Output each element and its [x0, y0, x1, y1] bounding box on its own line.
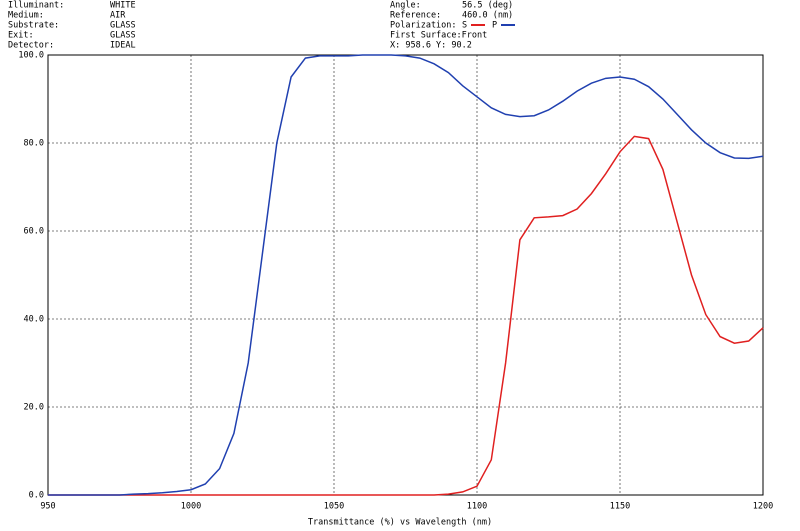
y-tick-label: 20.0: [24, 403, 44, 413]
x-tick-label: 1100: [467, 502, 487, 512]
x-tick-label: 1200: [753, 502, 773, 512]
first-surface: First Surface:Front: [390, 31, 487, 41]
polarization-label: Polarization:: [390, 21, 457, 31]
series-line: [48, 135, 764, 496]
y-tick-label: 60.0: [24, 227, 44, 237]
x-axis-label: Transmittance (%) vs Wavelength (nm): [308, 518, 492, 528]
info-value: 460.0 (nm): [462, 11, 513, 21]
info-value: 56.5 (deg): [462, 1, 513, 11]
info-label: Detector:: [8, 41, 54, 51]
info-label: Reference:: [390, 11, 441, 21]
x-tick-label: 1000: [181, 502, 201, 512]
y-tick-label: 0.0: [29, 491, 44, 501]
x-tick-label: 1150: [610, 502, 630, 512]
legend-label: S: [462, 21, 467, 31]
info-value: IDEAL: [110, 41, 136, 51]
x-tick-label: 950: [40, 502, 55, 512]
info-label: Substrate:: [8, 21, 59, 31]
y-tick-label: 100.0: [18, 51, 44, 61]
info-value: WHITE: [110, 1, 136, 11]
y-tick-label: 40.0: [24, 315, 44, 325]
info-value: GLASS: [110, 31, 136, 41]
info-value: GLASS: [110, 21, 136, 31]
cursor-readout: X: 958.6 Y: 90.2: [390, 41, 472, 51]
info-label: Exit:: [8, 31, 34, 41]
y-tick-label: 80.0: [24, 139, 44, 149]
info-label: Angle:: [390, 1, 421, 11]
x-tick-label: 1050: [324, 502, 344, 512]
info-value: AIR: [110, 11, 126, 21]
info-label: Illuminant:: [8, 1, 64, 11]
info-label: Medium:: [8, 11, 44, 21]
plot-frame: [47, 54, 764, 496]
legend-label: P: [492, 21, 497, 31]
series-line: [48, 54, 764, 496]
